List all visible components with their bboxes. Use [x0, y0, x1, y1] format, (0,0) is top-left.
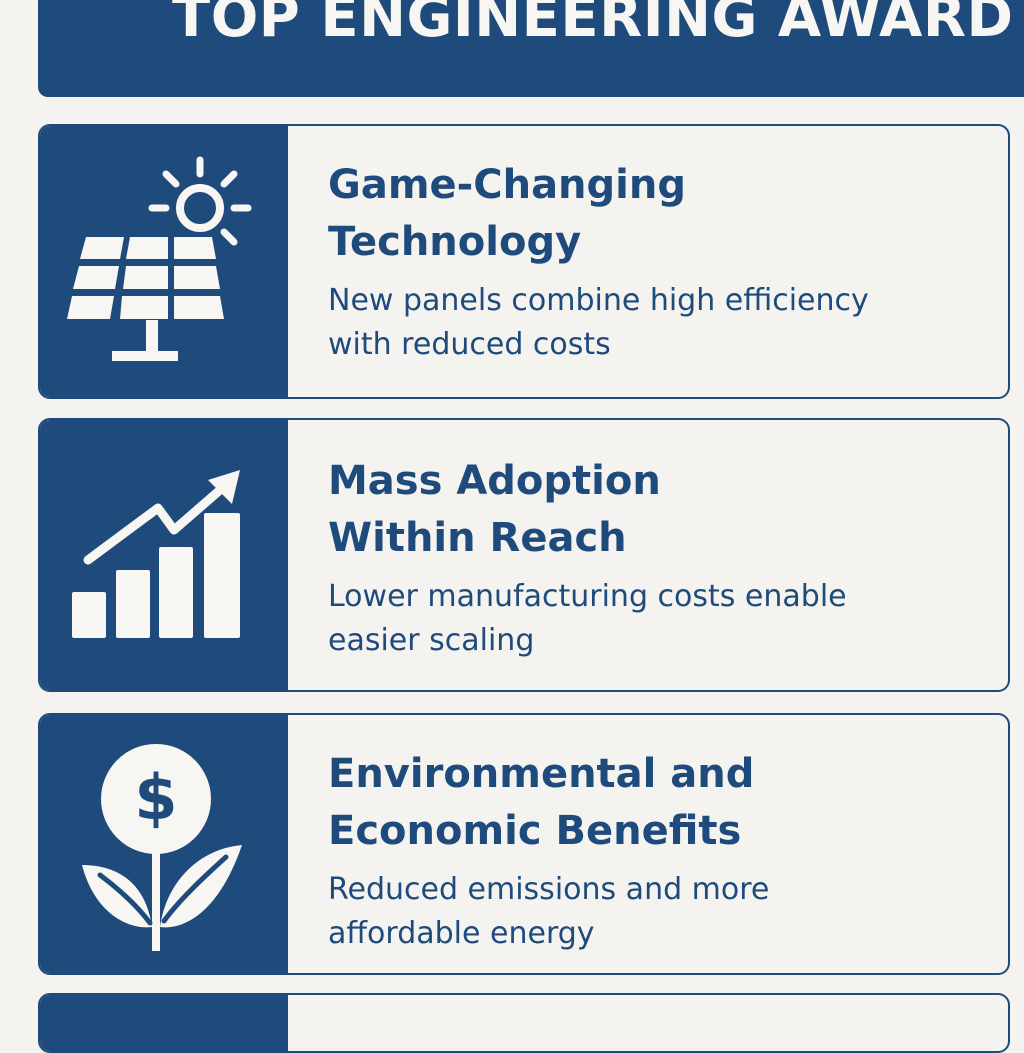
- feature-card-adoption: Mass Adoption Within Reach Lower manufac…: [38, 418, 1010, 692]
- page-title: TOP ENGINEERING AWARD: [172, 0, 1014, 50]
- card-icon-panel: [40, 995, 288, 1051]
- card-icon-panel: $: [40, 715, 288, 973]
- card-title: Environmental and Economic Benefits: [328, 751, 755, 854]
- card-title: Mass Adoption Within Reach: [328, 458, 661, 561]
- card-title: Game-Changing Technology: [328, 162, 686, 265]
- card-icon-panel: [40, 126, 288, 397]
- feature-card-technology: Game-Changing Technology New panels comb…: [38, 124, 1010, 399]
- feature-card-benefits: $ Environmental and Economic Benefits Re…: [38, 713, 1010, 975]
- card-description: New panels combine high efficiency with …: [328, 283, 869, 362]
- money-plant-icon: $: [82, 744, 242, 951]
- growth-chart-icon: [72, 470, 240, 638]
- svg-text:$: $: [134, 761, 177, 834]
- card-description: Lower manufacturing costs enable easier …: [328, 579, 847, 658]
- award-header: TOP ENGINEERING AWARD: [38, 0, 1024, 97]
- solar-panel-icon: [67, 156, 252, 361]
- feature-card-partial: [38, 993, 1010, 1053]
- card-description: Reduced emissions and more affordable en…: [328, 872, 770, 951]
- card-icon-panel: [40, 420, 288, 690]
